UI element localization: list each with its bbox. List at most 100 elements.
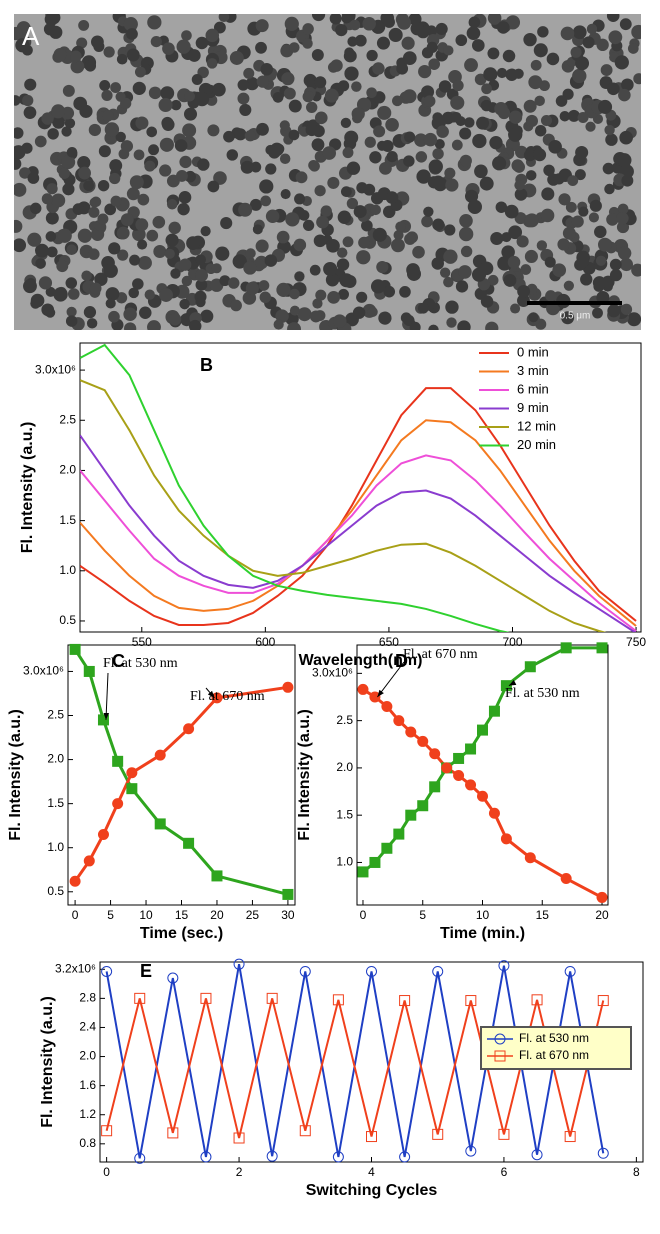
particle: [115, 131, 126, 143]
particle: [293, 238, 307, 252]
particle: [370, 204, 381, 216]
particle: [393, 229, 404, 241]
particle: [510, 303, 521, 314]
y-axis-title: Fl. Intensity (a.u.): [19, 422, 36, 554]
particle: [530, 59, 542, 71]
particle: [19, 167, 31, 179]
x-tick-label: 25: [246, 908, 260, 922]
particle: [617, 246, 632, 260]
particle: [458, 265, 472, 279]
particle: [240, 160, 254, 174]
particle: [380, 14, 395, 25]
particle: [105, 287, 120, 301]
marker: [564, 965, 576, 977]
marker: [531, 1149, 543, 1161]
particle: [561, 311, 575, 325]
particle: [540, 208, 555, 223]
marker: [597, 995, 609, 1007]
particle: [259, 291, 272, 304]
marker: [488, 705, 500, 717]
particle: [586, 23, 598, 35]
particle: [616, 212, 629, 225]
particle: [135, 116, 149, 130]
legend-label: 20 min: [517, 437, 556, 452]
particle: [147, 320, 161, 330]
particle: [256, 75, 269, 88]
particle: [41, 112, 54, 125]
plot-frame: [79, 342, 642, 633]
particle: [46, 246, 58, 258]
particle: [104, 203, 117, 216]
marker: [97, 828, 109, 840]
particle: [314, 111, 328, 125]
particle: [284, 16, 299, 32]
particle: [211, 263, 222, 274]
particle: [559, 110, 571, 122]
particle: [504, 204, 519, 219]
particle: [372, 62, 385, 75]
marker: [167, 1127, 179, 1139]
particle: [548, 140, 562, 154]
particle: [455, 34, 468, 47]
x-tick-label: 750: [626, 635, 646, 649]
marker: [369, 691, 381, 703]
particle: [335, 23, 348, 37]
particle: [120, 140, 134, 153]
particle: [148, 144, 160, 156]
particle: [137, 239, 148, 250]
y-tick-label: 3.2x10⁶: [55, 961, 96, 975]
particle: [297, 307, 312, 322]
marker: [332, 1151, 344, 1163]
particle: [433, 176, 448, 192]
particle: [256, 122, 269, 136]
particle: [443, 276, 454, 288]
particle: [51, 193, 66, 208]
marker: [154, 818, 166, 830]
particle: [395, 221, 406, 232]
particle: [276, 282, 291, 297]
particle: [66, 244, 77, 255]
particle: [294, 193, 306, 205]
marker: [266, 1150, 278, 1162]
particle: [197, 158, 210, 171]
particle: [517, 284, 531, 298]
particle: [14, 157, 22, 170]
particle: [205, 28, 220, 43]
y-tick-label: 2.5: [59, 412, 76, 426]
marker: [524, 661, 536, 673]
particle: [366, 87, 377, 98]
particle: [46, 183, 58, 195]
particle: [200, 226, 211, 237]
particle: [311, 14, 326, 22]
particle: [443, 45, 454, 56]
particle: [186, 236, 200, 251]
particle: [620, 303, 633, 316]
marker: [477, 790, 488, 802]
marker: [596, 642, 608, 654]
particle: [619, 18, 632, 31]
marker: [126, 783, 138, 795]
particle: [138, 255, 152, 270]
particle: [89, 282, 102, 295]
particle: [306, 101, 318, 114]
particle: [161, 118, 175, 131]
particle: [279, 153, 291, 165]
y-tick-label: 0.8: [79, 1136, 96, 1150]
particle: [162, 42, 175, 55]
particle: [206, 58, 218, 69]
particle: [81, 270, 92, 281]
marker: [134, 992, 146, 1004]
marker: [134, 1152, 146, 1164]
particle: [123, 307, 137, 322]
particle: [487, 14, 502, 25]
y-tick-label: 2.8: [79, 991, 96, 1005]
marker: [596, 891, 608, 903]
particle: [341, 14, 352, 24]
marker: [299, 1125, 311, 1137]
particle: [158, 97, 173, 113]
particle: [338, 288, 349, 300]
series-line: [80, 434, 637, 632]
x-tick-label: 700: [502, 635, 522, 649]
particle: [120, 213, 134, 227]
particle: [314, 76, 327, 89]
